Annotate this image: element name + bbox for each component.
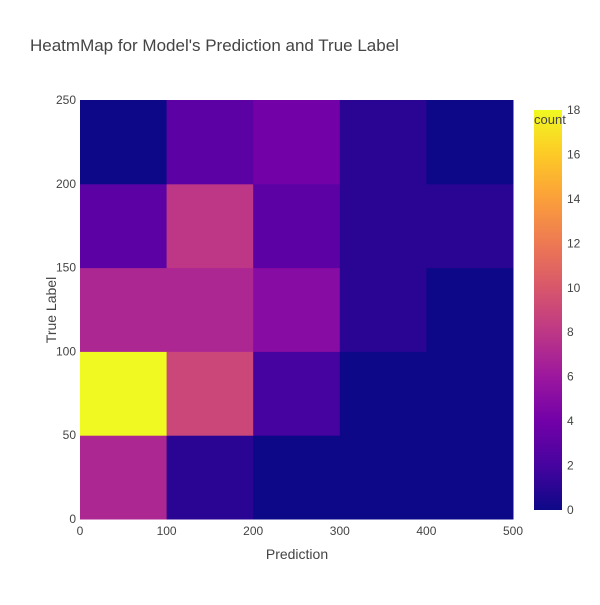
colorbar-tick-label: 10 — [567, 281, 581, 295]
y-tick-label: 200 — [56, 177, 76, 191]
heatmap-cell — [166, 435, 254, 520]
x-tick-label: 500 — [503, 524, 523, 538]
y-tick-label: 50 — [63, 428, 77, 442]
x-tick-label: 0 — [77, 524, 84, 538]
heatmap-cell — [166, 351, 254, 436]
heatmap-cell — [253, 435, 341, 520]
y-tick-label: 100 — [56, 344, 76, 358]
heatmap-cell — [166, 267, 254, 352]
heatmap-cell — [166, 183, 254, 269]
colorbar-tick-label: 18 — [567, 103, 581, 117]
chart-title: HeatmMap for Model's Prediction and True… — [30, 36, 399, 55]
y-axis-ticks: 0 50 100 150 200 250 — [56, 93, 76, 526]
heatmap-cell — [253, 100, 341, 185]
colorbar-tick-label: 6 — [567, 370, 574, 384]
y-tick-label: 250 — [56, 93, 76, 107]
x-axis-title: Prediction — [266, 546, 328, 562]
colorbar-ticks: 0 2 4 6 8 10 12 14 16 18 — [567, 103, 581, 517]
heatmap-cell — [426, 435, 514, 520]
x-tick-label: 300 — [330, 524, 350, 538]
heatmap-cell — [339, 351, 427, 436]
colorbar-title: count — [534, 112, 566, 127]
colorbar-tick-label: 12 — [567, 236, 581, 250]
heatmap-cell — [253, 267, 341, 352]
colorbar-tick-label: 0 — [567, 503, 574, 517]
colorbar-tick-label: 16 — [567, 147, 581, 161]
heatmap-cell — [166, 100, 254, 185]
heatmap-cell — [80, 100, 168, 185]
x-tick-label: 100 — [157, 524, 177, 538]
x-tick-label: 200 — [243, 524, 263, 538]
colorbar-tick-label: 4 — [567, 414, 574, 428]
heatmap-cell — [80, 183, 168, 269]
heatmap-cell — [253, 351, 341, 436]
heatmap-cell — [426, 183, 514, 269]
heatmap-cell — [80, 351, 168, 436]
heatmap-cell — [339, 435, 427, 520]
colorbar-tick-label: 8 — [567, 325, 574, 339]
colorbar-tick-label: 2 — [567, 459, 574, 473]
colorbar-tick-label: 14 — [567, 192, 581, 206]
heatmap-cell — [426, 100, 514, 185]
heatmap-cell — [426, 267, 514, 352]
x-tick-label: 400 — [416, 524, 436, 538]
heatmap-cell — [339, 183, 427, 269]
x-axis-ticks: 0 100 200 300 400 500 — [77, 524, 524, 538]
heatmap-cells — [80, 100, 514, 520]
colorbar — [534, 110, 562, 510]
heatmap-cell — [339, 267, 427, 352]
y-tick-label: 150 — [56, 261, 76, 275]
heatmap-cell — [80, 435, 168, 520]
y-tick-label: 0 — [69, 512, 76, 526]
heatmap-cell — [80, 267, 168, 352]
heatmap-cell — [339, 100, 427, 185]
heatmap-cell — [426, 351, 514, 436]
heatmap-cell — [253, 183, 341, 269]
y-axis-title: True Label — [43, 277, 59, 343]
